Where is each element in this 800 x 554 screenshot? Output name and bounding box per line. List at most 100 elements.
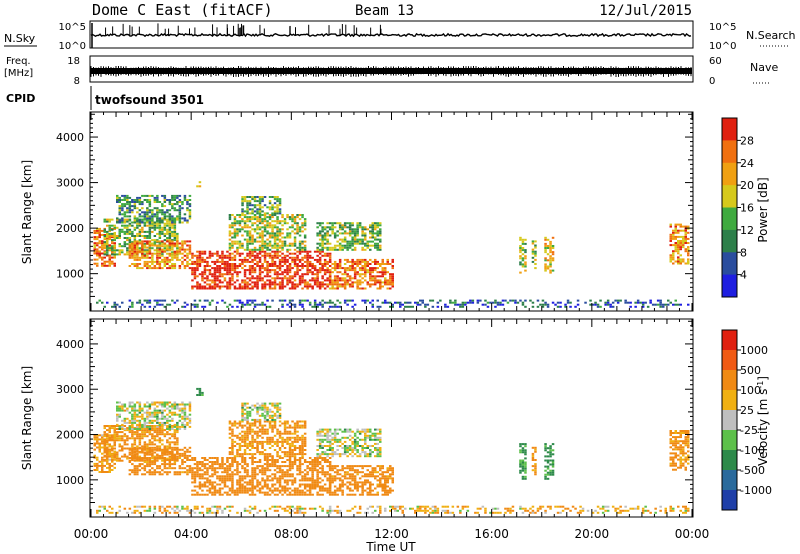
power-cell <box>346 267 349 270</box>
power-cell <box>333 269 337 272</box>
vel-cell <box>131 457 134 459</box>
power-cell <box>118 201 121 203</box>
power-cell <box>364 301 367 304</box>
power-cell <box>143 305 147 308</box>
vel-cell <box>173 473 177 476</box>
power-cell <box>546 245 550 247</box>
vel-cell <box>206 489 209 492</box>
power-cell <box>243 200 247 203</box>
power-cell <box>178 242 182 245</box>
power-cell <box>326 238 329 241</box>
power-cell <box>221 273 224 276</box>
vel-cell <box>161 429 164 432</box>
power-cell <box>113 303 116 306</box>
nave-label: Nave <box>750 61 778 74</box>
vel-cell <box>286 475 289 478</box>
vel-cell <box>143 419 147 422</box>
power-cell <box>196 254 199 257</box>
power-cell <box>261 267 264 270</box>
power-cell <box>376 271 379 274</box>
power-cell <box>674 231 677 234</box>
power-cell <box>133 263 137 265</box>
vel-cell <box>106 466 109 469</box>
power-cell <box>143 260 147 263</box>
power-cell <box>506 301 510 304</box>
power-cell <box>384 267 387 270</box>
vel-cell <box>181 448 184 451</box>
power-cell <box>379 275 382 278</box>
power-cell <box>281 246 284 249</box>
power-cell <box>246 285 249 288</box>
power-cell <box>281 228 284 231</box>
power-cell <box>126 207 129 210</box>
power-cell <box>118 305 121 308</box>
power-cell <box>391 260 394 263</box>
vel-cell <box>283 491 287 494</box>
power-cell <box>186 221 189 224</box>
power-cell <box>321 236 324 239</box>
power-cell <box>186 263 189 265</box>
power-cell <box>148 217 152 220</box>
power-cell <box>111 262 114 265</box>
power-cell <box>136 219 139 222</box>
power-cell <box>343 258 347 261</box>
power-cell <box>108 220 111 223</box>
power-cell <box>256 208 259 211</box>
power-cell <box>123 196 127 199</box>
power-cell <box>361 248 364 251</box>
vel-cell <box>158 411 162 414</box>
vel-cell <box>178 428 182 430</box>
vel-cell <box>206 479 209 482</box>
power-cell <box>263 196 267 198</box>
power-cell <box>376 305 379 308</box>
power-cell <box>276 208 279 211</box>
vel-cell <box>151 413 154 416</box>
power-cell <box>389 301 392 304</box>
vel-cell <box>211 485 214 488</box>
vel-cell <box>283 471 287 474</box>
vel-cell <box>201 465 204 468</box>
vel-cell <box>171 454 174 457</box>
vel-cell <box>101 462 104 465</box>
power-cell <box>298 240 302 243</box>
vel-cell <box>133 419 137 422</box>
vel-cell <box>126 455 129 458</box>
vel-cell <box>183 471 187 474</box>
power-cell <box>524 257 527 260</box>
vel-cell <box>218 487 222 490</box>
power-cell <box>243 224 247 227</box>
vel-cell <box>93 438 96 441</box>
power-cell <box>288 218 292 221</box>
power-cell <box>311 305 314 308</box>
power-cell <box>231 244 234 247</box>
vel-cell <box>251 461 254 463</box>
power-cell <box>276 228 279 231</box>
power-cell <box>303 250 307 253</box>
power-cell <box>188 194 192 197</box>
vel-cell <box>271 491 274 494</box>
power-cell <box>291 281 294 284</box>
power-cell <box>216 254 219 257</box>
power-cell <box>198 254 202 257</box>
vel-cell <box>156 467 159 470</box>
power-cell <box>258 222 262 225</box>
power-cell <box>371 269 374 272</box>
vel-cell <box>216 471 219 474</box>
power-cell <box>273 224 277 227</box>
power-cell <box>183 258 187 261</box>
power-cell <box>248 277 252 280</box>
power-cell <box>258 279 262 282</box>
power-cell <box>328 260 332 263</box>
power-cell <box>308 283 312 286</box>
power-cell <box>431 305 435 308</box>
power-cell <box>281 232 284 235</box>
vel-cell <box>238 479 242 482</box>
vel-cell <box>233 493 237 496</box>
power-cell <box>103 230 106 233</box>
vel-cell <box>213 457 217 459</box>
power-cell <box>138 221 142 224</box>
power-cell <box>118 207 121 210</box>
power-cell <box>361 267 364 270</box>
vel-cell <box>143 451 147 454</box>
vel-cell <box>128 425 132 428</box>
